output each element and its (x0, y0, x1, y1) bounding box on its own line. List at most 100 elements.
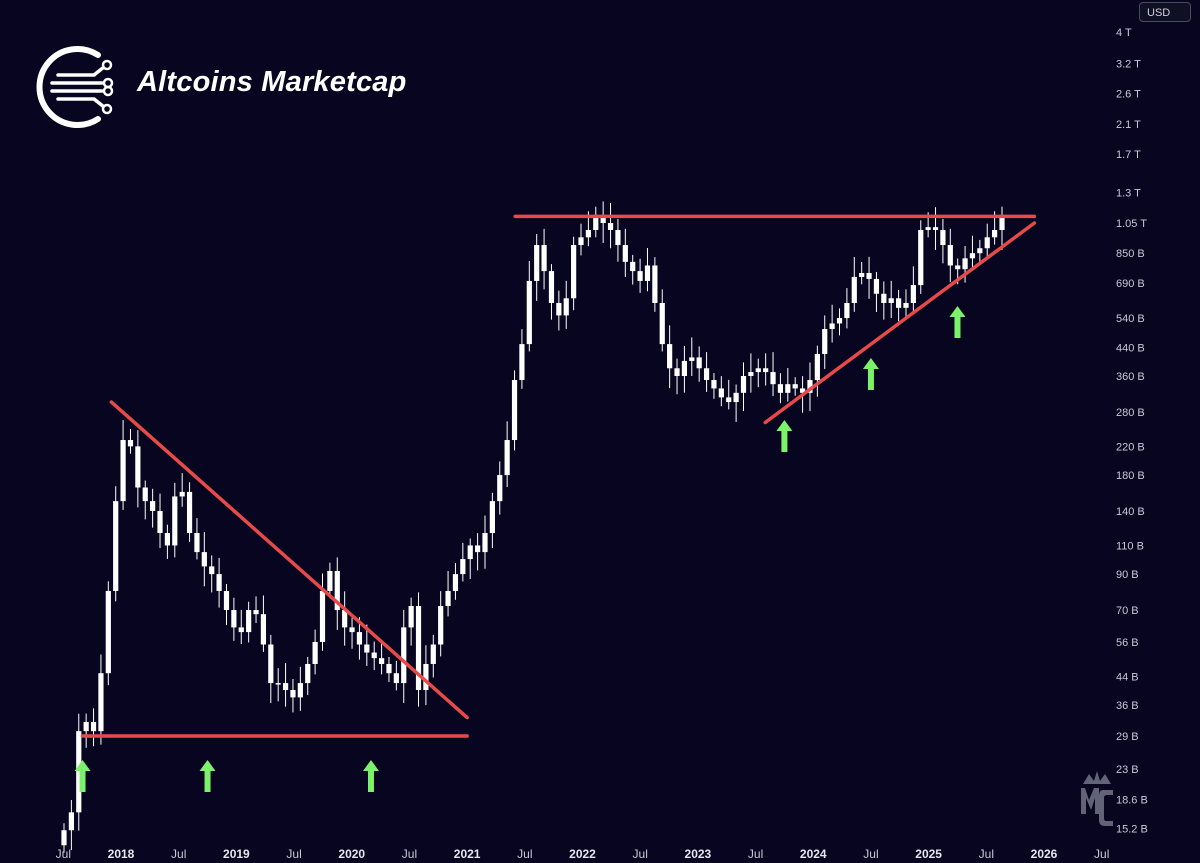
candle-body (386, 663, 392, 674)
x-tick-label: Jul (979, 847, 994, 861)
y-tick-label: 1.3 T (1116, 187, 1141, 199)
x-tick-label: Jul (286, 847, 301, 861)
x-tick-label: 2019 (223, 847, 250, 861)
candle-body (984, 237, 990, 249)
candle-body (231, 610, 237, 628)
y-tick-label: 2.6 T (1116, 88, 1141, 100)
y-tick-label: 56 B (1116, 637, 1139, 649)
candle-body (814, 353, 820, 381)
candle-body (615, 229, 621, 246)
y-tick-label: 36 B (1116, 700, 1139, 712)
candle-body (268, 644, 274, 684)
candle-body (297, 683, 303, 698)
candle-body (792, 384, 798, 389)
y-tick-label: 360 B (1116, 371, 1145, 383)
candle-body (223, 590, 230, 611)
candle-body (253, 610, 259, 615)
candle-body (68, 812, 74, 831)
candle-body (356, 632, 363, 645)
candle-body (652, 265, 658, 303)
candle-body (799, 388, 806, 393)
candle-body (969, 253, 976, 259)
candle-body (748, 372, 754, 376)
x-tick-label: Jul (56, 847, 71, 861)
candle-body (216, 574, 222, 591)
candle-body (526, 280, 532, 345)
trendline-descending-resistance (109, 400, 469, 720)
candle-body (881, 293, 887, 303)
x-tick-label: 2022 (569, 847, 596, 861)
candle-body (172, 496, 178, 546)
trendlines (80, 214, 1037, 738)
candle-body (689, 357, 695, 361)
y-tick-label: 850 B (1116, 248, 1145, 260)
up-arrow-icon (74, 760, 91, 792)
candle-body (415, 606, 422, 691)
candle-body (703, 368, 710, 381)
up-arrow-icon (776, 420, 793, 452)
y-tick-label: 4 T (1116, 27, 1132, 39)
up-arrow-shape (776, 420, 793, 452)
candle-body (644, 265, 651, 281)
candle-body (475, 545, 481, 553)
x-tick-label: 2024 (800, 847, 827, 861)
candle-body (150, 501, 156, 511)
x-tick-label: 2018 (108, 847, 135, 861)
candle-body (740, 375, 747, 393)
candle-body (113, 501, 119, 591)
y-tick-label: 220 B (1116, 441, 1145, 453)
up-arrow-shape (862, 358, 879, 390)
candle-body (718, 388, 724, 398)
candle-body (711, 380, 717, 389)
candle-body (607, 223, 614, 230)
y-tick-label: 2.1 T (1116, 119, 1141, 131)
candle-body (519, 344, 525, 381)
candle-body (445, 590, 451, 607)
y-tick-label: 140 B (1116, 506, 1145, 518)
candle-body (859, 273, 865, 277)
candle-body (482, 533, 488, 553)
y-tick-label: 110 B (1116, 540, 1144, 552)
candle-body (142, 487, 148, 502)
candle-body (290, 690, 296, 698)
candle-body (593, 216, 599, 230)
candle-body (600, 216, 606, 223)
x-tick-label: 2025 (915, 847, 942, 861)
candle-body (83, 721, 89, 732)
candle-body (630, 261, 636, 272)
candlestick-series (61, 201, 1005, 853)
x-tick-label: Jul (633, 847, 648, 861)
candle-body (999, 216, 1005, 230)
candle-body (829, 323, 835, 330)
currency-selector[interactable]: USD (1139, 2, 1191, 22)
x-tick-label: Jul (517, 847, 532, 861)
candle-body (733, 392, 739, 403)
candle-body (260, 614, 267, 645)
candle-body (305, 663, 311, 684)
y-tick-label: 29 B (1116, 731, 1139, 743)
x-tick-label: 2026 (1031, 847, 1058, 861)
candle-body (327, 570, 333, 591)
candle-body (770, 372, 776, 385)
up-arrow-shape (74, 760, 91, 792)
candle-body (696, 357, 702, 369)
candle-body (822, 329, 828, 354)
candle-body (76, 731, 82, 813)
y-tick-label: 70 B (1116, 605, 1139, 617)
candle-body (319, 590, 326, 642)
candle-body (755, 368, 761, 373)
candle-body (556, 302, 562, 316)
x-tick-label: Jul (863, 847, 878, 861)
candle-body (851, 276, 857, 303)
candle-body (903, 302, 909, 308)
candle-body (674, 368, 680, 376)
candle-body (157, 510, 163, 534)
candle-body (90, 721, 97, 732)
candle-body (504, 440, 510, 476)
up-arrow-shape (949, 306, 966, 338)
y-tick-label: 44 B (1116, 671, 1139, 683)
candle-body (179, 491, 185, 497)
candle-body (194, 533, 200, 553)
candle-body (992, 229, 998, 238)
